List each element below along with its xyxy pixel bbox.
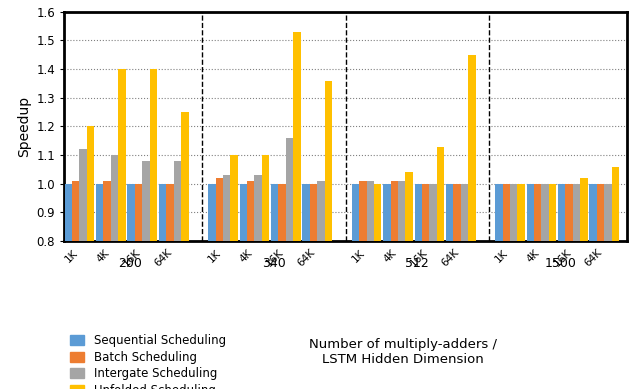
Text: 512: 512 <box>406 257 429 270</box>
Bar <box>262 155 269 389</box>
Bar <box>405 172 413 389</box>
Y-axis label: Speedup: Speedup <box>17 96 31 157</box>
Bar <box>317 181 324 389</box>
Bar <box>150 69 157 389</box>
Bar <box>367 181 374 389</box>
Bar <box>468 55 476 389</box>
Bar <box>446 184 453 389</box>
Bar <box>271 184 278 389</box>
Bar <box>495 184 502 389</box>
Bar <box>79 149 87 389</box>
Bar <box>230 155 238 389</box>
Bar <box>72 181 79 389</box>
Bar <box>118 69 125 389</box>
Bar <box>518 184 525 389</box>
Bar <box>104 181 111 389</box>
Bar <box>293 32 301 389</box>
Text: 200: 200 <box>118 257 142 270</box>
Bar <box>87 126 94 389</box>
Bar <box>111 155 118 389</box>
Bar <box>461 184 468 389</box>
Bar <box>566 184 573 389</box>
Bar <box>352 184 359 389</box>
Text: Number of multiply-adders /
LSTM Hidden Dimension: Number of multiply-adders / LSTM Hidden … <box>309 338 497 366</box>
Bar <box>558 184 566 389</box>
Bar <box>255 175 262 389</box>
Bar <box>359 181 367 389</box>
Bar <box>324 81 332 389</box>
Bar <box>549 184 556 389</box>
Bar <box>612 166 619 389</box>
Bar <box>181 112 189 389</box>
Bar <box>278 184 286 389</box>
Bar <box>436 147 444 389</box>
Bar <box>502 184 510 389</box>
Legend: Sequential Scheduling, Batch Scheduling, Intergate Scheduling, Unfolded Scheduli: Sequential Scheduling, Batch Scheduling,… <box>70 334 226 389</box>
Bar <box>415 184 422 389</box>
Bar <box>223 175 230 389</box>
Bar <box>374 184 381 389</box>
Bar <box>303 184 310 389</box>
Bar <box>208 184 216 389</box>
Bar <box>216 178 223 389</box>
Bar <box>65 184 72 389</box>
Bar <box>589 184 597 389</box>
Bar <box>573 184 580 389</box>
Bar <box>135 184 142 389</box>
Bar <box>310 184 317 389</box>
Bar <box>142 161 150 389</box>
Bar <box>597 184 604 389</box>
Bar <box>239 184 247 389</box>
Bar <box>286 138 293 389</box>
Bar <box>398 181 405 389</box>
Bar <box>127 184 135 389</box>
Bar <box>96 184 104 389</box>
Text: 1500: 1500 <box>545 257 577 270</box>
Bar <box>534 184 541 389</box>
Bar <box>383 184 390 389</box>
Bar <box>580 178 588 389</box>
Bar <box>159 184 166 389</box>
Bar <box>429 184 436 389</box>
Bar <box>510 184 518 389</box>
Bar <box>390 181 398 389</box>
Text: 340: 340 <box>262 257 285 270</box>
Bar <box>173 161 181 389</box>
Bar <box>541 184 549 389</box>
Bar <box>166 184 173 389</box>
Bar <box>453 184 461 389</box>
Bar <box>527 184 534 389</box>
Bar <box>422 184 429 389</box>
Bar <box>604 184 612 389</box>
Bar <box>247 181 255 389</box>
